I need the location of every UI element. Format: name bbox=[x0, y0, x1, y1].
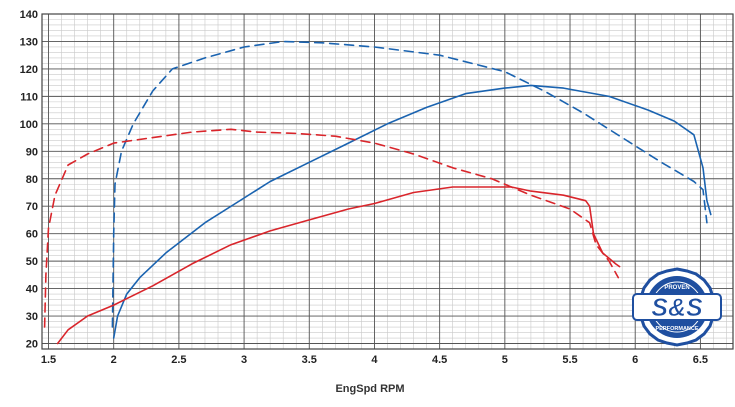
y-tick-label: 120 bbox=[20, 64, 38, 76]
y-tick-label: 100 bbox=[20, 119, 38, 131]
logo-banner bbox=[632, 293, 722, 321]
y-tick-label: 60 bbox=[26, 229, 38, 241]
x-tick-label: 1.5 bbox=[41, 354, 56, 366]
logo-top-text: PROVEN bbox=[664, 285, 689, 291]
y-tick-label: 50 bbox=[26, 256, 38, 268]
y-tick-label: 90 bbox=[26, 146, 38, 158]
y-tick-label: 30 bbox=[26, 311, 38, 323]
series-line-4 bbox=[56, 186, 621, 345]
x-tick-label: 3 bbox=[241, 354, 247, 366]
x-tick-label: 5 bbox=[502, 354, 508, 366]
x-axis-label: EngSpd RPM bbox=[335, 383, 404, 395]
x-tick-label: 4 bbox=[371, 354, 378, 366]
y-tick-label: 20 bbox=[26, 339, 38, 351]
x-tick-label: 3.5 bbox=[302, 354, 317, 366]
logo-bottom-text: PERFORMANCE bbox=[655, 326, 698, 332]
x-tick-label: 4.5 bbox=[432, 354, 447, 366]
x-tick-label: 2 bbox=[111, 354, 117, 366]
series-layer bbox=[43, 40, 712, 345]
y-tick-label: 130 bbox=[20, 36, 38, 48]
y-tick-label: 140 bbox=[20, 9, 38, 21]
series-line-2 bbox=[112, 84, 712, 339]
x-tick-label: 6.5 bbox=[693, 354, 708, 366]
x-tick-label: 2.5 bbox=[171, 354, 186, 366]
logo-wordmark: S&S bbox=[651, 294, 703, 322]
x-tick-label: 6 bbox=[632, 354, 638, 366]
series-line-3 bbox=[43, 128, 620, 328]
y-tick-label: 110 bbox=[20, 91, 38, 103]
y-axis-ticks: 20 30 40 50 60 70 80 90 100 110 120 130 140 bbox=[20, 9, 38, 351]
brand-logo: S&S PROVEN PERFORMANCE bbox=[632, 267, 722, 347]
y-tick-label: 80 bbox=[26, 174, 38, 186]
x-axis-ticks: 1.5 2 2.5 3 3.5 4 4.5 5 5.5 6 6.5 bbox=[41, 354, 708, 366]
y-tick-label: 40 bbox=[26, 284, 38, 296]
plot-frame bbox=[41, 13, 734, 350]
x-tick-label: 5.5 bbox=[562, 354, 577, 366]
y-tick-label: 70 bbox=[26, 201, 38, 213]
